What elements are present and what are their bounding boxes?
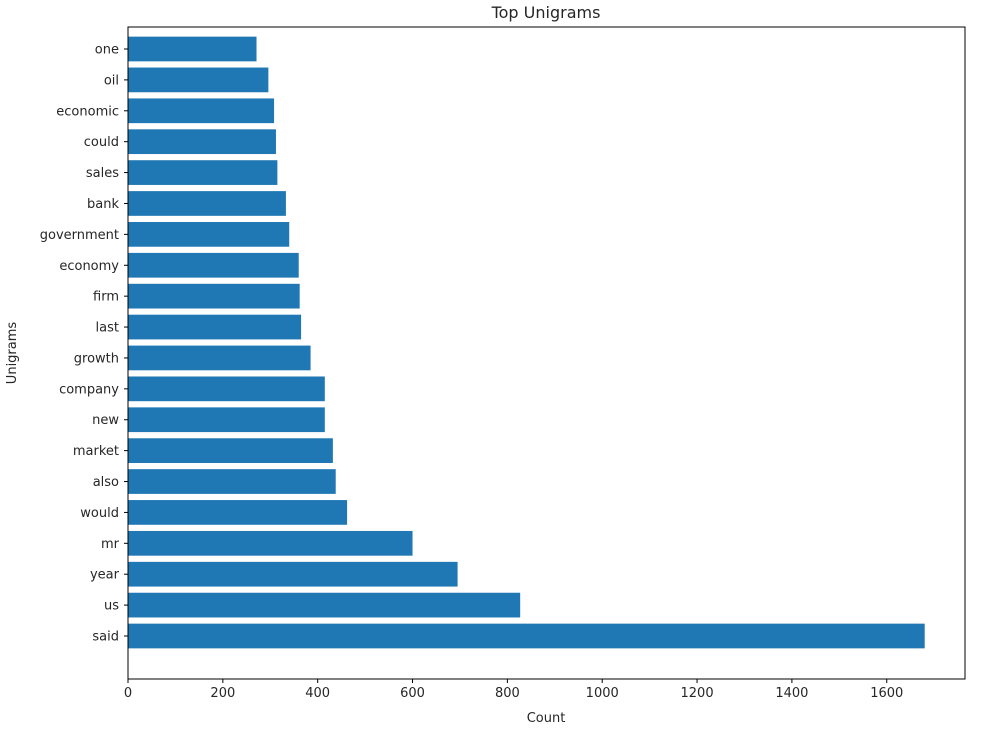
bar-would	[128, 500, 348, 525]
x-tick-label-200: 200	[210, 686, 235, 701]
y-tick-label-us: us	[104, 599, 119, 614]
y-tick-label-company: company	[59, 382, 119, 397]
x-tick-label-400: 400	[305, 686, 330, 701]
bar-growth	[128, 345, 311, 371]
x-tick-label-1200: 1200	[681, 686, 714, 701]
y-tick-label-year: year	[90, 568, 120, 583]
y-tick-label-growth: growth	[74, 351, 119, 366]
x-tick-label-600: 600	[400, 686, 425, 701]
x-axis-title: Count	[527, 711, 566, 726]
y-axis-ticks: said us year mr would also market new company gro…	[40, 43, 128, 645]
bar-market	[128, 438, 333, 463]
bar-said	[128, 623, 925, 649]
y-tick-label-said: said	[92, 630, 119, 645]
bar-firm	[128, 283, 300, 309]
y-tick-label-last: last	[96, 321, 119, 336]
y-tick-label-would: would	[80, 506, 119, 521]
y-tick-label-could: could	[84, 135, 119, 150]
y-tick-label-firm: firm	[93, 290, 119, 305]
plot-area-frame	[127, 26, 966, 680]
bar-year	[128, 561, 458, 587]
bar-bank	[128, 191, 286, 216]
bar-us	[128, 592, 521, 618]
x-tick-label-1400: 1400	[775, 686, 808, 701]
bar-company	[128, 376, 325, 402]
y-tick-label-economic: economic	[56, 104, 119, 119]
bar-mr	[128, 530, 413, 556]
bar-sales	[128, 160, 278, 185]
bar-also	[128, 469, 336, 494]
y-tick-label-sales: sales	[86, 166, 119, 181]
x-tick-label-800: 800	[495, 686, 520, 701]
bar-oil	[128, 67, 269, 93]
y-tick-label-bank: bank	[87, 197, 119, 212]
x-tick-label-1000: 1000	[586, 686, 619, 701]
y-tick-label-government: government	[40, 228, 119, 243]
chart-title: Top Unigrams	[491, 3, 601, 22]
x-tick-label-0: 0	[124, 686, 132, 701]
bar-economy	[128, 252, 299, 278]
bar-last	[128, 314, 302, 340]
x-axis-ticks: 0 200 400 600 800 1000 1200 1400 1600	[124, 679, 903, 701]
bar-could	[128, 129, 276, 155]
y-axis-title: Unigrams	[5, 322, 20, 385]
bar-new	[128, 407, 325, 433]
bar-government	[128, 222, 290, 247]
y-tick-label-oil: oil	[104, 73, 119, 88]
y-tick-label-also: also	[93, 475, 119, 490]
x-tick-label-1600: 1600	[870, 686, 903, 701]
y-tick-label-new: new	[92, 413, 119, 428]
bar-one	[128, 36, 257, 62]
y-tick-label-mr: mr	[101, 537, 120, 552]
bar-group	[128, 36, 925, 649]
y-tick-label-market: market	[73, 444, 119, 459]
y-tick-label-one: one	[95, 43, 119, 58]
bar-economic	[128, 98, 275, 124]
y-tick-label-economy: economy	[59, 259, 119, 274]
